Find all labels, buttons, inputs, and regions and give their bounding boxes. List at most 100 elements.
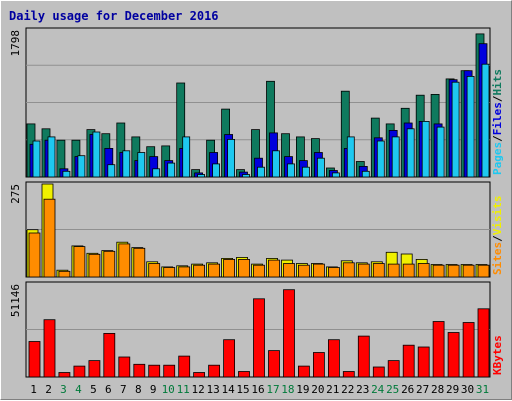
x-tick-label-day-15: 15 [236,383,249,396]
bar-pages-day-27 [421,121,430,178]
bar-sites-day-7 [118,243,131,278]
bar-kbytes-day-23 [357,335,370,378]
bar-sites-day-5 [88,253,101,278]
bar-pages-day-22 [346,136,355,178]
x-tick-label-day-25: 25 [386,383,399,396]
bar-sites-day-12 [193,264,206,278]
kbytes-right-labels: KBytes [491,335,504,375]
x-tick-label-day-27: 27 [416,383,429,396]
bar-kbytes-day-6 [103,332,116,378]
bar-pages-day-19 [301,166,310,178]
bar-sites-day-30 [462,264,475,278]
x-tick-label-day-19: 19 [296,383,309,396]
x-tick-label-day-1: 1 [30,383,37,396]
bar-sites-day-13 [208,263,221,278]
bar-sites-day-10 [163,267,176,278]
bar-kbytes-day-27 [417,346,430,378]
bar-kbytes-day-15 [238,371,250,378]
bar-pages-day-7 [122,150,131,178]
x-tick-label-day-14: 14 [221,383,235,396]
bar-pages-day-28 [436,126,445,178]
x-tick-label-day-6: 6 [105,383,112,396]
legend-sites: Sites [491,242,504,275]
x-tick-label-day-16: 16 [251,383,264,396]
x-tick-label-day-23: 23 [356,383,369,396]
bar-kbytes-day-12 [193,372,206,378]
bar-pages-day-20 [316,157,325,178]
bar-kbytes-day-3 [58,372,71,378]
bar-kbytes-day-25 [387,360,400,378]
bar-sites-day-18 [283,263,295,278]
bar-sites-day-14 [223,258,236,278]
bar-sites-day-21 [327,267,340,278]
bar-pages-day-13 [212,163,221,178]
bar-pages-day-5 [92,131,101,178]
bar-sites-day-28 [432,264,445,278]
x-tick-label-day-9: 9 [150,383,157,396]
bar-pages-day-26 [406,128,415,178]
x-tick-label-day-29: 29 [446,383,459,396]
legend-visits: Visits [491,196,504,236]
bar-pages-day-9 [152,168,161,178]
bar-pages-day-8 [137,152,146,178]
bar-sites-day-6 [103,250,116,278]
kbytes-ymax-label: 51146 [9,284,22,317]
bar-pages-day-4 [77,155,86,178]
bar-kbytes-day-21 [327,339,340,378]
bar-sites-day-3 [58,270,71,278]
x-tick-label-day-18: 18 [281,383,294,396]
x-tick-label-day-7: 7 [120,383,127,396]
bar-kbytes-day-17 [268,350,280,378]
bar-pages-day-11 [182,136,191,178]
bar-kbytes-day-7 [118,356,131,378]
chart-title: Daily usage for December 2016 [9,9,219,23]
bar-kbytes-day-2 [43,319,56,378]
chart-panels: 1798Pages/Files/Hits275Sites/Visits51146… [9,27,504,396]
bar-kbytes-day-10 [163,364,176,378]
bar-kbytes-day-1 [28,341,41,378]
x-tick-label-day-20: 20 [311,383,324,396]
bar-kbytes-day-5 [88,360,101,378]
bar-pages-day-3 [62,170,71,178]
bar-sites-day-31 [477,264,490,278]
bar-pages-day-2 [47,136,56,178]
legend-pages: Pages [491,142,504,175]
bar-pages-day-14 [227,138,236,178]
bar-kbytes-day-28 [432,321,445,378]
x-tick-label-day-12: 12 [191,383,204,396]
x-tick-label-day-3: 3 [60,383,67,396]
hits-files-pages-right-labels: Pages/Files/Hits [491,69,504,175]
bar-kbytes-day-4 [73,365,86,378]
x-tick-label-day-31: 31 [476,383,489,396]
bar-pages-day-24 [376,140,385,178]
bar-kbytes-day-19 [297,365,310,378]
bar-sites-day-24 [372,263,385,278]
x-tick-label-day-22: 22 [341,383,354,396]
bar-pages-day-17 [272,150,280,178]
x-tick-label-day-21: 21 [326,383,339,396]
bar-kbytes-day-26 [402,344,415,378]
bar-sites-day-4 [73,246,86,278]
bar-pages-day-21 [331,172,340,178]
x-tick-label-day-10: 10 [162,383,175,396]
bar-kbytes-day-20 [312,352,325,378]
bar-pages-day-6 [107,164,116,178]
x-tick-label-day-28: 28 [431,383,444,396]
bar-kbytes-day-14 [223,339,236,378]
bar-kbytes-day-29 [447,332,460,378]
x-tick-label-day-30: 30 [461,383,474,396]
bar-pages-day-23 [361,170,370,178]
visits-sites-panel: 275 Sites/Visits [9,181,504,278]
x-tick-label-day-2: 2 [45,383,52,396]
bar-kbytes-day-31 [477,308,490,378]
bar-pages-day-18 [287,163,295,178]
bar-pages-day-31 [481,63,490,178]
bar-kbytes-day-18 [283,289,295,378]
bar-pages-day-16 [257,166,265,178]
bar-sites-day-25 [387,263,400,278]
bar-sites-day-17 [268,259,280,278]
x-tick-label-day-4: 4 [75,383,82,396]
bar-kbytes-day-22 [342,371,355,378]
